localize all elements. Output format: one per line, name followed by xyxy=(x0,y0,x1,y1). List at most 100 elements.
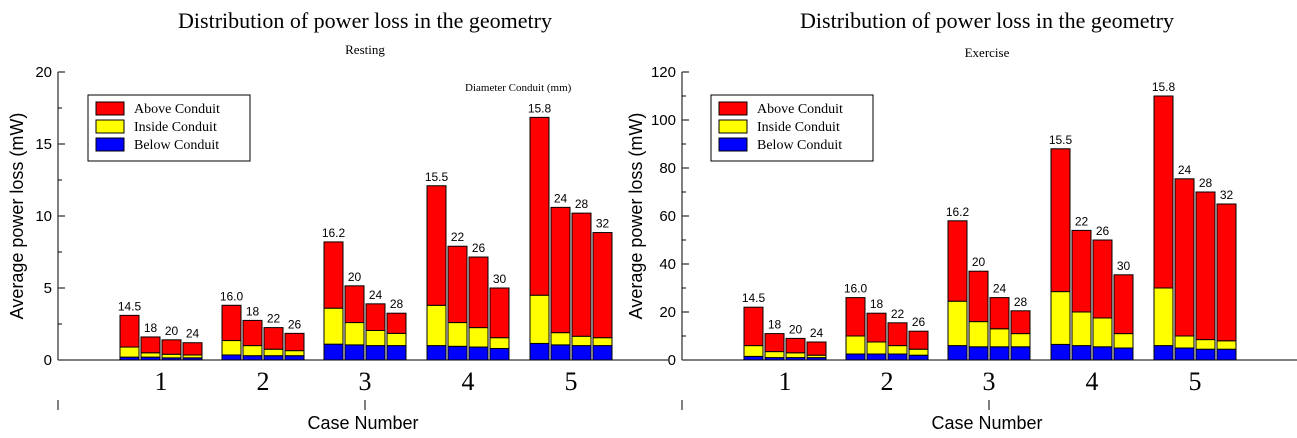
bar-segment xyxy=(866,312,887,343)
y-tick-label: 0 xyxy=(668,352,676,369)
bar-diameter-label: 14.5 xyxy=(742,291,766,305)
y-tick-label: 80 xyxy=(659,160,676,177)
bar-segment xyxy=(284,332,305,352)
bar-segment xyxy=(344,322,365,346)
chart-panel-exercise: Distribution of power loss in the geomet… xyxy=(626,8,1297,433)
bar-diameter-label: 22 xyxy=(451,230,465,244)
bar-segment xyxy=(426,304,447,347)
bar-segment xyxy=(1113,347,1134,361)
bar-segment xyxy=(887,353,908,361)
bar-segment xyxy=(1174,335,1195,349)
bar-segment xyxy=(447,322,468,347)
bar-diameter-label: 30 xyxy=(1117,259,1131,273)
bar-segment xyxy=(908,348,929,356)
chart-subtitle: Resting xyxy=(345,42,385,57)
bar-segment xyxy=(1071,229,1092,313)
chart-subtitle: Exercise xyxy=(965,45,1010,60)
bar-diameter-label: 20 xyxy=(348,270,362,284)
bar-diameter-label: 26 xyxy=(1096,224,1110,238)
bar-segment xyxy=(386,332,407,347)
bar-segment xyxy=(785,337,806,354)
bar-segment xyxy=(1092,317,1113,348)
bar-segment xyxy=(1010,346,1031,361)
bar-segment xyxy=(468,256,489,329)
bar-segment xyxy=(284,355,305,361)
bar-segment xyxy=(365,329,386,347)
bar-diameter-label: 16.2 xyxy=(946,205,970,219)
bar-segment xyxy=(221,354,242,361)
bar-segment xyxy=(1050,291,1071,345)
bar-segment xyxy=(592,337,613,347)
y-tick-label: 10 xyxy=(35,208,52,225)
bar-segment xyxy=(743,306,764,347)
bar-segment xyxy=(968,270,989,323)
y-tick-label: 15 xyxy=(35,136,52,153)
legend-swatch xyxy=(718,119,748,134)
x-tick-label: 3 xyxy=(359,367,372,396)
bar-segment xyxy=(529,116,550,296)
x-tick-label: 4 xyxy=(462,367,475,396)
bar-diameter-label: 20 xyxy=(789,322,803,336)
bar-segment xyxy=(119,346,140,358)
bar-segment xyxy=(1010,333,1031,348)
bar-segment xyxy=(323,343,344,361)
bar-segment xyxy=(806,341,827,356)
bar-diameter-label: 18 xyxy=(246,304,260,318)
bar-diameter-label: 16.0 xyxy=(220,289,244,303)
chart-panel-resting: Distribution of power loss in the geomet… xyxy=(7,8,668,433)
bar-diameter-label: 15.8 xyxy=(1152,80,1176,94)
legend-swatch xyxy=(95,119,125,134)
bar-diameter-label: 28 xyxy=(390,297,404,311)
bar-diameter-label: 30 xyxy=(493,272,507,286)
bar-diameter-label: 28 xyxy=(1014,295,1028,309)
bar-segment xyxy=(1050,148,1071,293)
bar-diameter-label: 24 xyxy=(1178,163,1192,177)
legend-entry-label: Above Conduit xyxy=(134,102,220,117)
bar-segment xyxy=(571,345,592,361)
bar-segment xyxy=(1153,287,1174,347)
bar-diameter-label: 28 xyxy=(1199,176,1213,190)
bar-segment xyxy=(947,345,968,361)
bar-segment xyxy=(161,339,182,355)
bar-diameter-label: 32 xyxy=(596,217,610,231)
bar-segment xyxy=(1071,311,1092,347)
y-axis-label: Average power loss (mW) xyxy=(626,113,646,320)
bar-segment xyxy=(989,346,1010,361)
bar-segment xyxy=(968,321,989,348)
bar-diameter-label: 15.5 xyxy=(425,170,449,184)
y-tick-label: 20 xyxy=(35,64,52,81)
bar-diameter-label: 22 xyxy=(1075,214,1089,228)
legend-entry-label: Below Conduit xyxy=(134,138,219,153)
bar-segment xyxy=(221,340,242,356)
bar-segment xyxy=(1216,348,1237,361)
bar-diameter-label: 15.8 xyxy=(528,101,552,115)
bar-segment xyxy=(140,336,161,354)
bar-segment xyxy=(887,322,908,347)
bar-segment xyxy=(743,345,764,357)
bar-segment xyxy=(1216,203,1237,342)
x-axis-label: Case Number xyxy=(307,413,418,433)
bar-segment xyxy=(426,185,447,306)
bar-diameter-label: 24 xyxy=(186,327,200,341)
bar-segment xyxy=(1113,333,1134,349)
x-tick-label: 4 xyxy=(1086,367,1099,396)
bar-segment xyxy=(119,314,140,348)
bar-segment xyxy=(1050,343,1071,361)
bar-segment xyxy=(845,353,866,361)
y-axis-label: Average power loss (mW) xyxy=(7,113,27,320)
bar-diameter-label: 24 xyxy=(810,326,824,340)
x-tick-label: 2 xyxy=(257,367,270,396)
bar-diameter-label: 32 xyxy=(1220,188,1234,202)
bar-segment xyxy=(550,206,571,334)
bar-segment xyxy=(1174,347,1195,361)
x-tick-label: 3 xyxy=(983,367,996,396)
bar-segment xyxy=(284,350,305,357)
x-axis-label: Case Number xyxy=(931,413,1042,433)
bar-segment xyxy=(764,333,785,353)
bar-segment xyxy=(344,344,365,361)
y-tick-label: 20 xyxy=(659,304,676,321)
legend-entry-label: Inside Conduit xyxy=(757,120,840,135)
